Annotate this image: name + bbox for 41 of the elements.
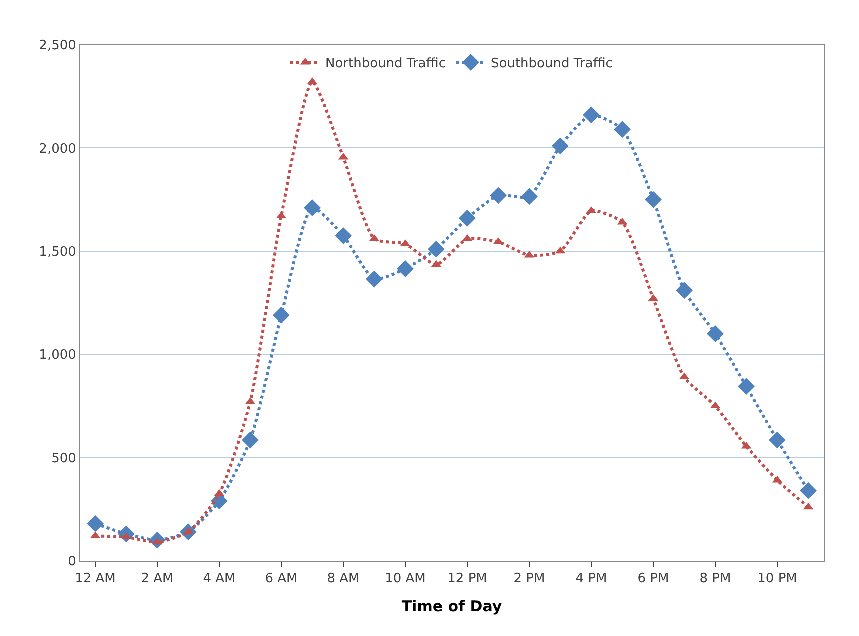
x-axis-title: Time of Day	[402, 598, 502, 616]
x-tick-label: 4 PM	[576, 572, 608, 587]
x-tick-label: 2 PM	[514, 572, 546, 587]
legend-label: Northbound Traffic	[326, 56, 446, 72]
x-tick-label: 6 PM	[638, 572, 670, 587]
point	[366, 270, 383, 288]
point	[645, 191, 662, 208]
y-tick-label: 2,000	[39, 142, 76, 157]
point	[676, 282, 693, 300]
point	[552, 138, 569, 155]
y-tick-label: 0	[68, 554, 76, 570]
x-tick-label: 2 AM	[141, 572, 174, 587]
x-tick-label: 8 PM	[700, 572, 732, 587]
y-tick-label: 2,500	[39, 38, 76, 54]
x-tick-label: 6 AM	[265, 572, 298, 587]
point	[397, 260, 414, 278]
x-tick-label: 10 PM	[758, 572, 798, 587]
point	[800, 482, 817, 500]
x-tick-label: 12 PM	[448, 572, 488, 587]
y-tick-label: 1,500	[39, 244, 76, 260]
point	[87, 515, 104, 532]
point	[428, 240, 445, 258]
point	[304, 200, 321, 217]
point	[335, 227, 352, 244]
point	[583, 106, 600, 124]
point	[738, 378, 755, 396]
point	[769, 432, 786, 449]
y-tick-label: 500	[52, 451, 76, 466]
x-tick-label: 10 AM	[385, 572, 426, 587]
point	[459, 210, 476, 227]
point	[242, 432, 259, 449]
point	[521, 188, 538, 206]
x-tick-label: 8 AM	[327, 572, 360, 587]
point	[273, 306, 290, 324]
legend-label: Southbound Traffic	[491, 56, 613, 72]
y-tick-label: 1,000	[39, 348, 76, 364]
x-tick-label: 4 AM	[203, 572, 236, 587]
point	[490, 187, 507, 204]
x-tick-label: 12 AM	[75, 572, 116, 587]
point	[614, 121, 631, 138]
point	[707, 326, 724, 342]
